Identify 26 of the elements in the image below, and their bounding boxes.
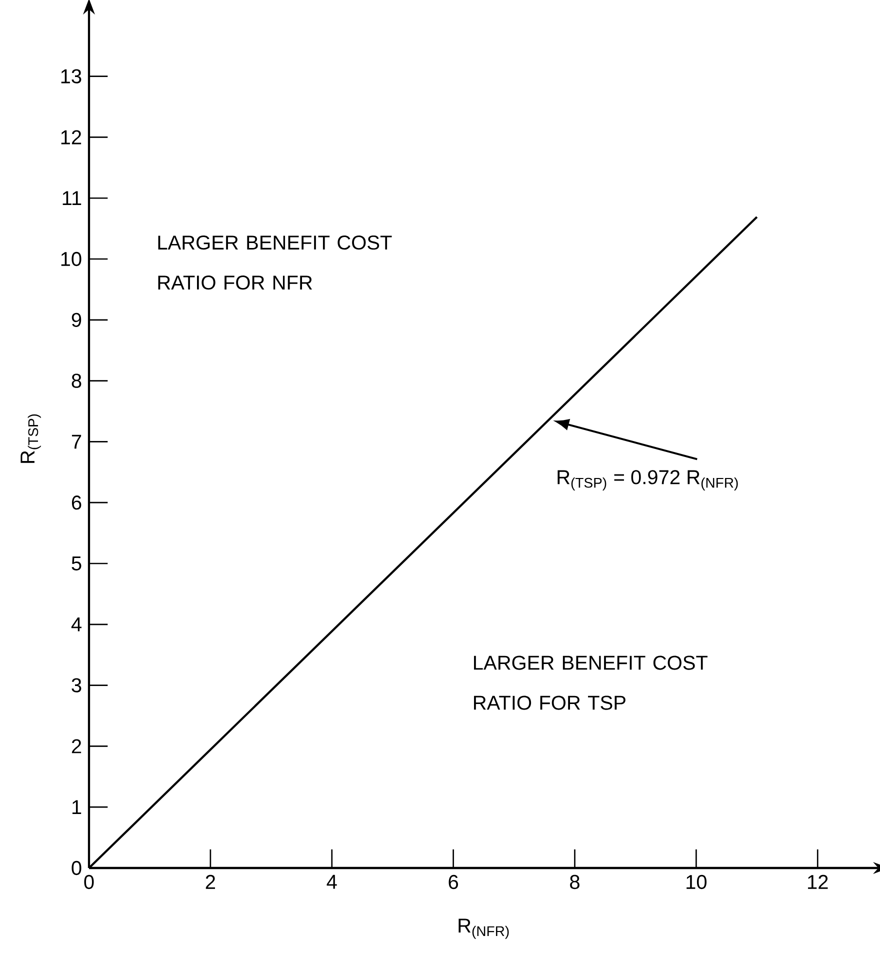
y-tick-label: 1 (72, 800, 82, 814)
x-tick-label: 6 (448, 874, 458, 890)
y-tick-label: 11 (62, 191, 82, 205)
y-tick-label: 13 (61, 69, 82, 84)
x-tick-label: 2 (206, 874, 215, 889)
y-tick-label: 10 (61, 252, 82, 266)
y-tick-label: 5 (72, 556, 82, 570)
y-tick-label: 8 (72, 374, 82, 388)
text: LARGER BENEFIT COST RATIO FOR TSP (474, 656, 708, 710)
x-tick-label: 8 (570, 874, 580, 890)
y-tick-label: 0 (72, 860, 82, 876)
x-tick-label: 12 (808, 874, 828, 889)
x-tick-label: 0 (84, 874, 94, 890)
y-tick-label: 4 (71, 618, 82, 632)
annotation: R$_{(TSP)}$ = 0.972 R$_{(NFR)}$ (558, 470, 738, 491)
y-tick-label: 7 (72, 434, 82, 449)
x-axis-title: R$_{(NFR)}$ (458, 918, 509, 939)
x-tick-label: 4 (326, 874, 337, 889)
y-tick-label: 9 (72, 312, 82, 327)
y-tick-label: 2 (72, 739, 82, 754)
text: LARGER BENEFIT COST RATIO FOR NFR (158, 235, 392, 290)
y-tick-label: 3 (72, 678, 82, 692)
x-tick-label: 10 (686, 874, 707, 890)
y-axis-title: R$_{(TSP)}$ (20, 414, 41, 463)
y-tick-label: 6 (72, 496, 82, 510)
y-tick-label: 12 (61, 130, 82, 144)
